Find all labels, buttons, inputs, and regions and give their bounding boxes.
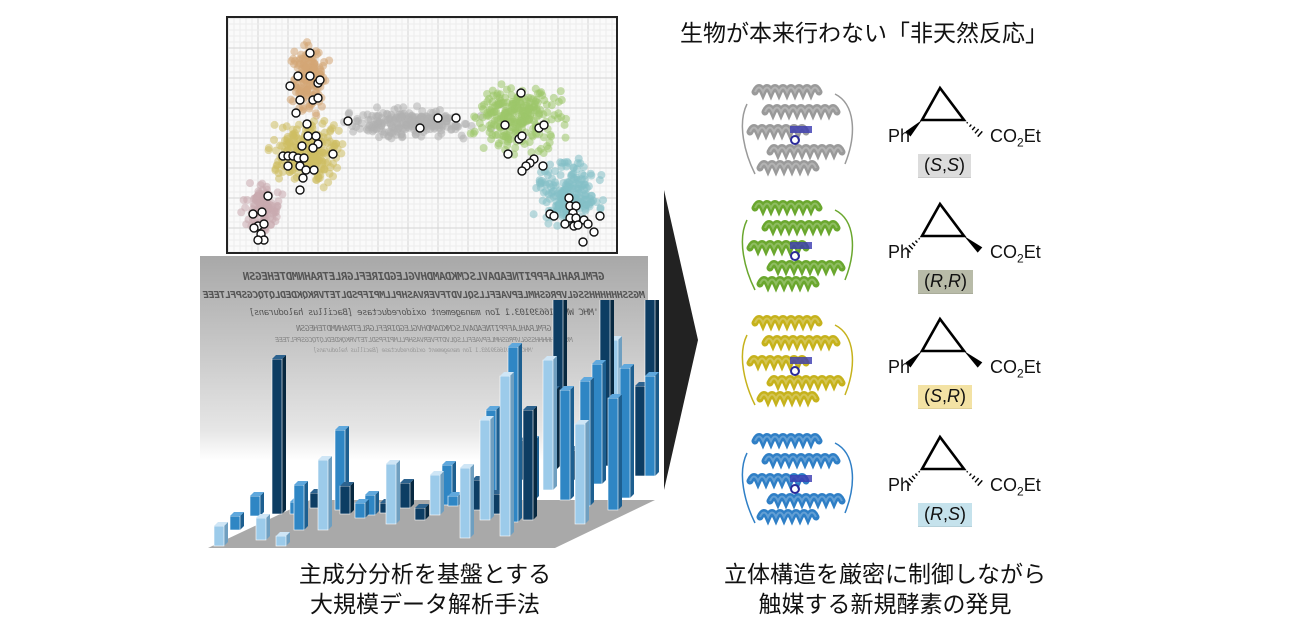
cyclopropane-molecule: Ph CO2Et (S,R) (880, 305, 1110, 417)
right-caption: 立体構造を厳密に制御しながら 触媒する新規酵素の発見 (690, 560, 1080, 620)
enzyme-row-rr: Ph CO2Et (R,R) (735, 190, 1115, 305)
cyclopropane-ring-icon (905, 316, 983, 368)
ester-label: CO2Et (990, 126, 1041, 150)
cyclopropane-molecule: Ph CO2Et (R,S) (880, 423, 1110, 535)
right-panel-title: 生物が本来行わない「非天然反応」 (680, 21, 1048, 47)
cyclopropane-ring-icon (905, 85, 983, 138)
phenyl-label: Ph (888, 126, 911, 146)
right-caption-line2: 触媒する新規酵素の発見 (758, 592, 1012, 618)
3d-bar-chart (190, 236, 660, 550)
cyclopropane-ring-icon (905, 434, 983, 487)
enzyme-row-rs: Ph CO2Et (R,S) (735, 423, 1115, 538)
pca-plot-canvas (228, 18, 616, 252)
phenyl-label: Ph (888, 357, 911, 377)
ester-label: CO2Et (990, 357, 1041, 381)
cyclopropane-molecule: Ph CO2Et (R,R) (880, 190, 1110, 302)
enzyme-row-ss: Ph CO2Et (S,S) (735, 74, 1115, 189)
stereo-badge: (R,S) (918, 503, 973, 527)
left-caption-line2: 大規模データ解析手法 (310, 592, 540, 618)
cyclopropane-ring-icon (905, 201, 983, 253)
ester-label: CO2Et (990, 242, 1041, 266)
protein-structure-icon (741, 84, 854, 177)
sequence-line: GFMLRAHLAFPPITNEADAVLSCMKDAMDHVGLEGDIREF… (243, 270, 605, 283)
stereo-badge: (S,R) (918, 385, 973, 409)
phenyl-label: Ph (888, 242, 911, 262)
cyclopropane-molecule: Ph CO2Et (S,S) (880, 74, 1110, 186)
stereo-badge: (S,S) (918, 154, 972, 178)
enzyme-row-sr: Ph CO2Et (S,R) (735, 305, 1115, 420)
right-caption-line1: 立体構造を厳密に制御しながら (724, 562, 1046, 588)
stereo-badge: (R,R) (918, 270, 974, 294)
left-caption: 主成分分析を基盤とする 大規模データ解析手法 (230, 560, 620, 620)
protein-structure-icon (741, 200, 854, 293)
protein-structure-icon (741, 315, 854, 408)
ester-label: CO2Et (990, 475, 1041, 499)
left-caption-line1: 主成分分析を基盤とする (298, 562, 552, 588)
arrow-right-icon (662, 190, 702, 490)
phenyl-label: Ph (888, 475, 911, 495)
protein-structure-icon (741, 433, 854, 526)
pca-scatter-plot (226, 16, 618, 254)
bar-chart-canvas (208, 236, 659, 548)
